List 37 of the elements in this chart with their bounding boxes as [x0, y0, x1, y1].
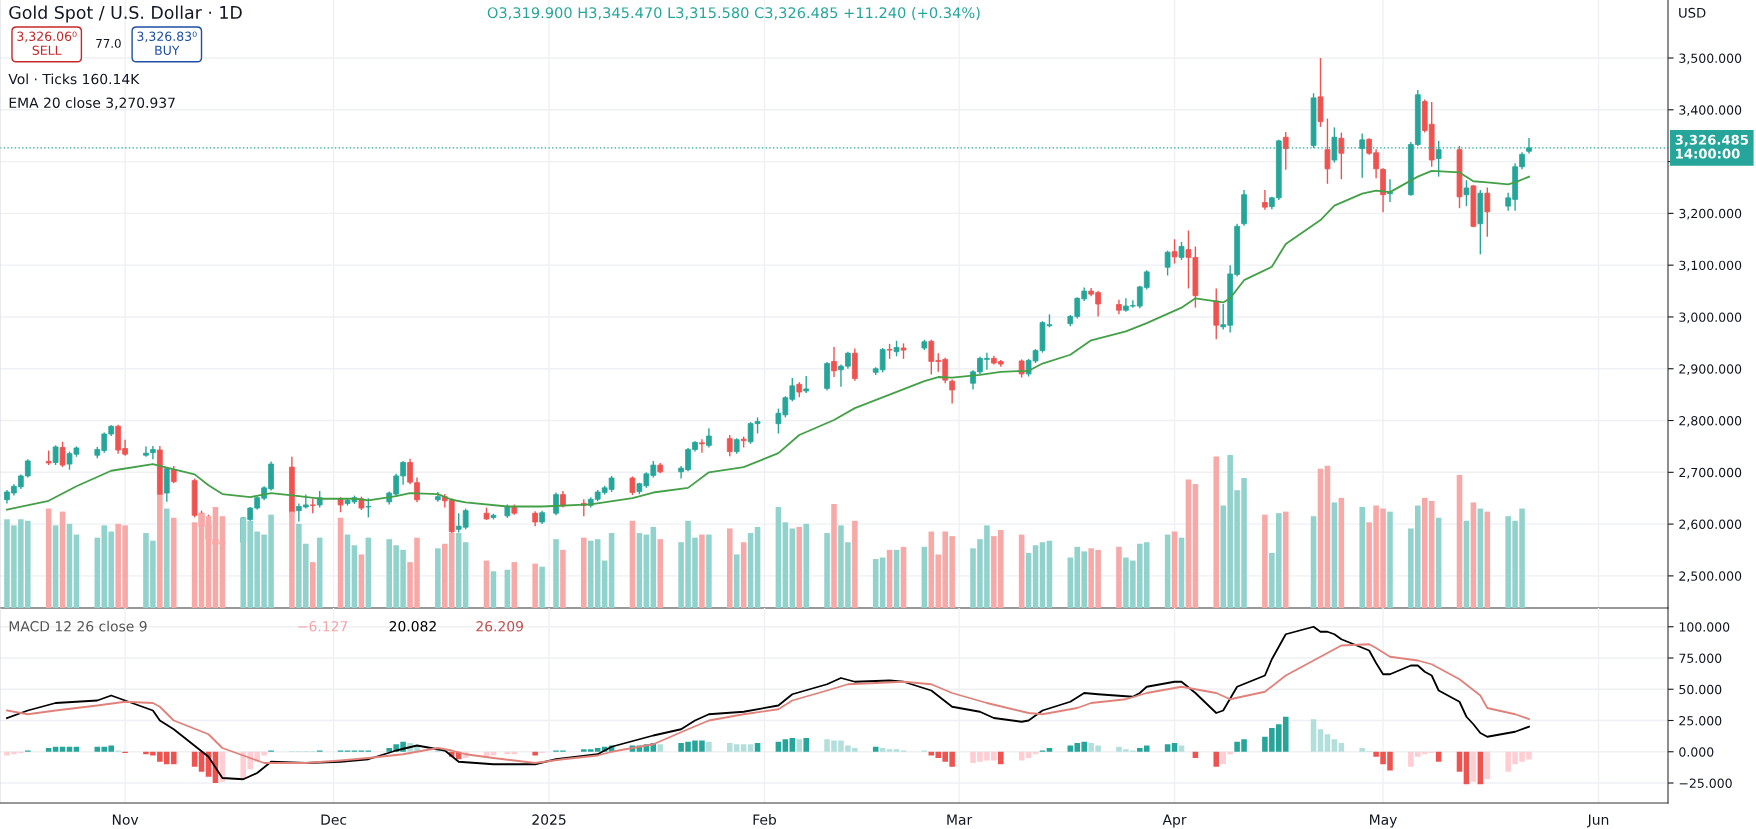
x-tick-label: Nov — [112, 814, 139, 825]
y-tick-label: 2,500.000 — [1679, 571, 1742, 583]
y-tick-label: 2,600.000 — [1679, 519, 1742, 531]
annotation: 3,326.83⁰ BUY — [137, 31, 197, 56]
y-tick-label: 0.000 — [1679, 747, 1714, 757]
x-tick-label: Feb — [753, 814, 777, 825]
y-tick-label: −25.000 — [1679, 778, 1732, 788]
annotation: 20.082 — [389, 621, 436, 632]
x-tick-label: May — [1370, 814, 1397, 828]
ref-line-label: 3,326.485 14:00:00 — [1675, 134, 1749, 159]
x-tick-label: Jun — [1586, 814, 1609, 828]
y-tick-label: 50.000 — [1679, 684, 1722, 695]
annotation: 26.209 — [476, 621, 523, 632]
x-tick-label: Dec — [321, 814, 347, 825]
x-tick-label: 2025 — [532, 814, 566, 825]
annotation: 3,326.06⁰ SELL — [17, 31, 77, 56]
annotation: −6.127 — [298, 621, 348, 632]
annotation: 77.0 — [96, 38, 121, 48]
y-tick-label: 3,400.000 — [1679, 105, 1742, 116]
x-tick-label: Mar — [947, 814, 973, 825]
annotation: MACD 12 26 close 9 — [9, 620, 147, 632]
y-axis-title: USD — [1679, 7, 1706, 18]
x-tick-label: Apr — [1162, 814, 1187, 828]
y-tick-label: 3,100.000 — [1679, 260, 1742, 272]
y-tick-label: 3,200.000 — [1679, 208, 1742, 220]
y-tick-label: 2,900.000 — [1679, 364, 1742, 375]
y-tick-label: 3,500.000 — [1679, 53, 1742, 65]
annotation: Vol · Ticks 160.14K — [8, 73, 140, 85]
chart-title: Gold Spot / U.S. Dollar · 1D — [9, 5, 242, 23]
y-tick-label: 75.000 — [1679, 653, 1722, 663]
y-tick-label: 3,000.000 — [1679, 312, 1742, 324]
y-tick-label: 2,800.000 — [1679, 416, 1742, 427]
y-tick-label: 25.000 — [1679, 715, 1722, 726]
y-tick-label: 100.000 — [1679, 622, 1730, 632]
y-tick-label: 2,700.000 — [1679, 467, 1742, 479]
annotation: O3,319.900 H3,345.470 L3,315.580 C3,326.485 +11.240 (+0.34%) — [487, 6, 980, 20]
annotation: EMA 20 close 3,270.937 — [9, 97, 175, 110]
